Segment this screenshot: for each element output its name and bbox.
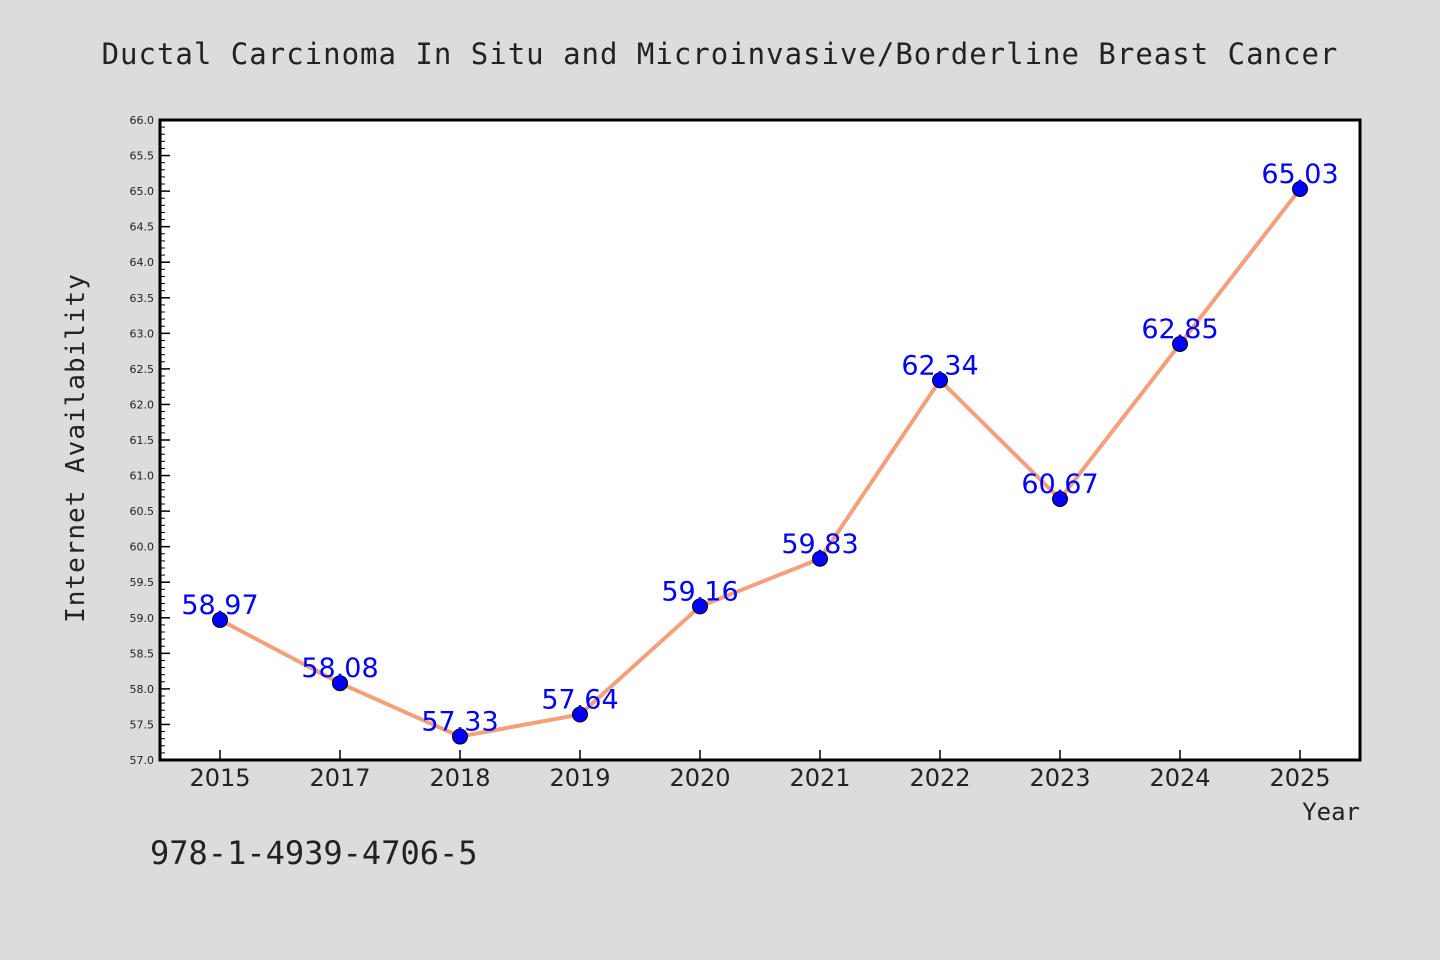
data-label: 60.67 [1021, 469, 1098, 500]
data-label: 59.16 [661, 576, 738, 607]
x-tick-label: 2020 [669, 764, 730, 792]
x-axis-ticks: 2015 2017 2018 2019 2020 2021 2022 2023 2024 2025 [189, 750, 1331, 792]
y-axis-label: Internet Availability [61, 273, 91, 623]
y-tick-label: 66.0 [130, 114, 155, 127]
y-tick-label: 59.0 [130, 612, 155, 625]
data-labels: 58.97 58.08 57.33 57.64 59.16 59.83 62.34 60.67… [181, 159, 1338, 738]
y-tick-label: 57.5 [130, 718, 155, 731]
x-tick-label: 2025 [1269, 764, 1330, 792]
data-point [1172, 336, 1188, 352]
data-point [1052, 491, 1068, 508]
y-tick-label: 62.5 [130, 363, 155, 376]
data-point [212, 611, 228, 628]
data-point [932, 372, 948, 389]
data-label: 59.83 [781, 529, 858, 560]
y-tick-label: 57.0 [130, 754, 155, 767]
x-tick-label: 2023 [1029, 764, 1090, 792]
y-axis-ticks: 57.0 57.5 58.0 58.5 59.0 59.5 60.0 60.5 61.0 61.5… [130, 114, 170, 767]
y-tick-label: 64.5 [130, 221, 155, 234]
y-tick-label: 65.5 [130, 150, 155, 163]
plot-area [158, 118, 1362, 762]
y-tick-label: 59.5 [130, 576, 155, 589]
data-label: 62.85 [1141, 314, 1218, 345]
data-point [812, 550, 828, 567]
data-point [692, 598, 708, 615]
y-tick-label: 58.0 [130, 683, 155, 696]
x-tick-label: 2015 [189, 764, 250, 792]
data-label: 58.97 [181, 590, 258, 621]
chart-title: Ductal Carcinoma In Situ and Microinvasi… [102, 37, 1339, 71]
data-point [452, 728, 468, 745]
y-tick-label: 61.0 [130, 470, 155, 483]
y-tick-label: 63.0 [130, 327, 155, 340]
series-line [218, 186, 1302, 739]
x-axis-label: Year [1302, 798, 1360, 826]
x-tick-label: 2019 [549, 764, 610, 792]
data-label: 57.33 [421, 707, 498, 738]
y-tick-label: 60.5 [130, 505, 155, 518]
y-tick-label: 65.0 [130, 185, 155, 198]
x-tick-label: 2022 [909, 764, 970, 792]
y-tick-label: 58.5 [130, 647, 155, 660]
data-point [572, 706, 588, 723]
data-markers [212, 180, 1308, 745]
data-label: 62.34 [901, 350, 978, 381]
y-tick-label: 62.0 [130, 398, 155, 411]
y-tick-label: 64.0 [130, 256, 155, 269]
y-tick-label: 60.0 [130, 541, 155, 554]
y-tick-label: 61.5 [130, 434, 155, 447]
x-tick-label: 2018 [429, 764, 490, 792]
data-label: 65.03 [1261, 159, 1338, 190]
data-point [1292, 180, 1308, 197]
isbn-annotation: 978-1-4939-4706-5 [150, 834, 478, 872]
data-point [332, 675, 348, 692]
data-label: 58.08 [301, 653, 378, 684]
x-tick-label: 2021 [789, 764, 850, 792]
x-tick-label: 2017 [309, 764, 370, 792]
x-tick-label: 2024 [1149, 764, 1210, 792]
y-tick-label: 63.5 [130, 292, 155, 305]
data-label: 57.64 [541, 684, 618, 715]
